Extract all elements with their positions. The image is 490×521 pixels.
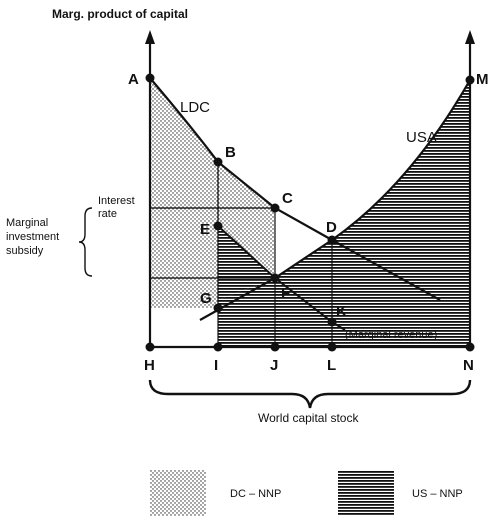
point-A [145,73,155,83]
legend-dc-nnp-swatch [150,470,206,516]
left-axis-arrow [145,30,155,44]
interest-rate-label-2: rate [98,208,117,220]
point-I [213,342,223,352]
point-D [327,235,337,245]
label-H: H [144,357,155,374]
x-axis-label: World capital stock [258,411,359,425]
legend-us-nnp-swatch [338,470,394,516]
point-J [270,342,280,352]
subsidy-label-1: Marginal [6,217,48,229]
subsidy-brace [78,207,93,277]
dc-nnp-region [150,78,275,278]
legend-us-nnp-label: US – NNP [412,488,463,500]
point-H [145,342,155,352]
point-F [270,273,280,283]
subsidy-label-3: subsidy [6,245,44,257]
label-L: L [327,357,336,374]
dc-nnp-lower-region [150,278,218,308]
label-K: K [336,303,347,320]
world-capital-brace [148,379,472,409]
label-F: F [281,285,290,302]
ldc-curve [149,77,441,301]
label-J: J [270,357,278,374]
label-D: D [326,219,337,236]
ldc-label: LDC [180,99,210,116]
point-C [270,203,280,213]
point-L [327,342,337,352]
marginal-revenue-line [217,225,346,331]
us-nnp-region [218,80,470,347]
point-B [213,157,223,167]
interest-rate-label-1: Interest [98,195,135,207]
point-G [213,303,223,313]
marginal-revenue-label: (Marginal revenue) [345,329,437,341]
label-A: A [128,71,139,88]
point-E [213,221,223,231]
point-K [327,317,337,327]
label-N: N [463,357,474,374]
label-B: B [225,144,236,161]
us-nnp-triangle-region [218,226,275,300]
label-E: E [200,221,210,238]
legend-dc-nnp-label: DC – NNP [230,488,281,500]
label-C: C [282,190,293,207]
point-M [465,75,475,85]
label-I: I [214,357,218,374]
subsidy-label-2: investment [6,231,59,243]
usa-label: USA [406,129,437,146]
label-M: M [476,71,489,88]
right-axis-arrow [465,30,475,44]
y-axis-label: Marg. product of capital [52,7,188,21]
point-N [465,342,475,352]
label-G: G [200,290,212,307]
